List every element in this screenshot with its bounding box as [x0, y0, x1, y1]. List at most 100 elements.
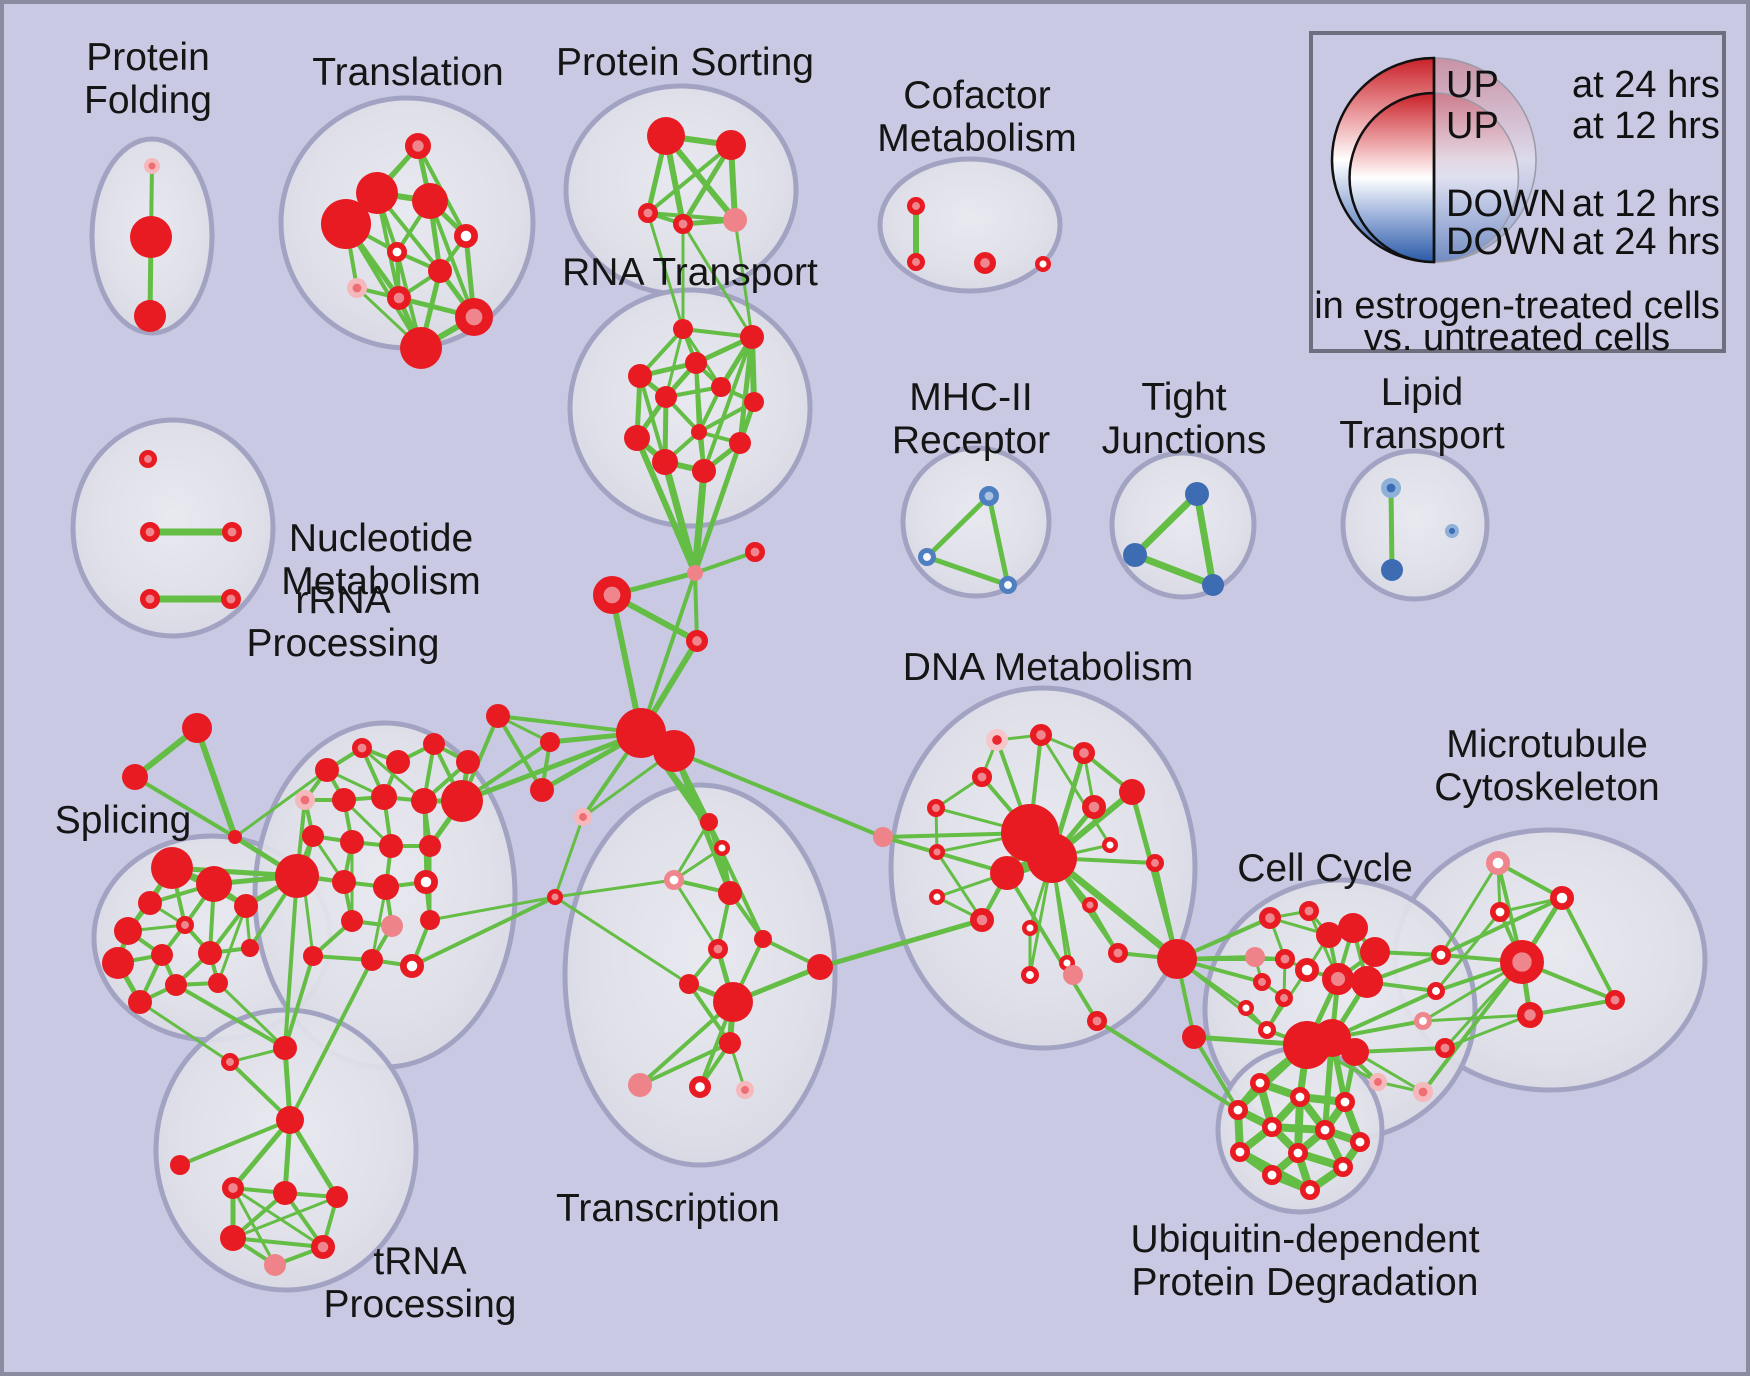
- gene-node: [744, 392, 764, 412]
- gene-node: [386, 285, 411, 310]
- cluster-label-rna-transport: RNA Transport: [562, 251, 818, 294]
- gene-node: [692, 459, 716, 483]
- gene-node: [221, 588, 242, 609]
- gene-node: [1290, 1087, 1311, 1108]
- interaction-edge: [553, 895, 691, 986]
- gene-node: [1299, 900, 1320, 921]
- gene-node: [130, 216, 172, 258]
- gene-node: [134, 300, 166, 332]
- gene-node: [1275, 989, 1294, 1008]
- interaction-edge: [1439, 896, 1564, 957]
- gene-node: [1146, 854, 1165, 873]
- gene-node: [182, 713, 212, 743]
- gene-node: [310, 1234, 335, 1259]
- legend-caption-line2: vs. untreated cells: [1364, 317, 1670, 359]
- gene-node: [1485, 850, 1510, 875]
- gene-node: [170, 1155, 190, 1175]
- gene-node: [687, 565, 703, 581]
- gene-node: [1300, 1180, 1321, 1201]
- gene-node: [1258, 1021, 1277, 1040]
- interaction-edge: [646, 143, 733, 215]
- gene-node: [346, 277, 367, 298]
- gene-node: [1108, 942, 1129, 963]
- gene-node: [647, 117, 685, 155]
- interaction-edge: [691, 467, 708, 577]
- gene-node: [1072, 742, 1095, 765]
- gene-node: [276, 1106, 304, 1134]
- gene-node: [456, 750, 480, 774]
- gene-node: [716, 130, 746, 160]
- gene-node: [234, 894, 258, 918]
- legend-inner-circle-faded-half: [1433, 92, 1520, 263]
- gene-node: [351, 737, 372, 758]
- interaction-edge: [881, 835, 1009, 875]
- gene-node: [196, 866, 232, 902]
- gene-node: [873, 827, 893, 847]
- gene-node: [228, 830, 242, 844]
- gene-node: [294, 789, 315, 810]
- gene-node: [744, 541, 765, 562]
- gene-node: [332, 870, 356, 894]
- gene-node: [540, 732, 560, 752]
- gene-node: [176, 916, 195, 935]
- legend: UP at 24 hrs UP at 12 hrs DOWN at 12 hrs…: [1309, 31, 1726, 359]
- cluster-label-protein-sorting: Protein Sorting: [556, 41, 814, 84]
- interaction-edge: [553, 878, 676, 899]
- gene-node: [637, 203, 658, 224]
- gene-node: [341, 910, 363, 932]
- interaction-edge: [692, 440, 743, 576]
- gene-node: [356, 172, 398, 214]
- gene-node: [222, 521, 243, 542]
- interaction-edge: [702, 335, 754, 473]
- gene-node: [455, 298, 494, 337]
- cluster-label-tight-junctions: Tight Junctions: [1102, 376, 1267, 462]
- interaction-edge: [553, 815, 585, 899]
- interaction-edge: [133, 775, 237, 839]
- gene-node: [399, 953, 424, 978]
- interaction-edge: [216, 904, 248, 985]
- gene-node: [1202, 574, 1224, 596]
- legend-inner-circle-solid-half: [1348, 91, 1436, 264]
- gene-node: [990, 856, 1024, 890]
- gene-node: [1381, 477, 1402, 498]
- gene-node: [102, 947, 134, 979]
- cluster-label-ubiquitin-degradation: Ubiquitin-dependent Protein Degradation: [1130, 1218, 1479, 1304]
- gene-node: [273, 1181, 297, 1205]
- gene-node: [332, 788, 356, 812]
- legend-caption-line1: in estrogen-treated cells: [1314, 285, 1720, 327]
- interaction-edge: [986, 493, 1011, 588]
- nodes-layer: [102, 117, 1626, 1276]
- gene-node: [971, 766, 992, 787]
- interaction-edge: [1421, 960, 1524, 1094]
- gene-node: [1021, 966, 1040, 985]
- cluster-labels-layer: Protein Folding Translation Protein Sorting…: [55, 36, 1660, 1326]
- cluster-nucleotide-metabolism: [70, 417, 276, 639]
- gene-node: [208, 973, 228, 993]
- interaction-edge: [1048, 854, 1181, 963]
- interaction-edge: [672, 749, 885, 839]
- gene-node: [1351, 966, 1383, 998]
- gene-node: [1021, 919, 1038, 936]
- gene-node: [1413, 1082, 1434, 1103]
- interaction-edge: [1005, 871, 1099, 1023]
- interaction-edge: [1496, 861, 1564, 900]
- interaction-edge: [194, 725, 238, 840]
- interaction-edge: [681, 222, 754, 339]
- gene-node: [1063, 965, 1083, 985]
- cluster-label-microtubule-cytoskeleton: Microtubule Cytoskeleton: [1434, 723, 1659, 809]
- gene-node: [1275, 948, 1296, 969]
- gene-node: [114, 917, 142, 945]
- gene-node: [593, 576, 632, 615]
- gene-node: [1253, 973, 1272, 992]
- cluster-cofactor-metabolism: [877, 156, 1063, 294]
- gene-node: [974, 252, 997, 275]
- gene-node: [1029, 724, 1052, 747]
- gene-node: [1444, 524, 1459, 539]
- gene-node: [1123, 543, 1147, 567]
- interaction-edge: [639, 571, 697, 735]
- interaction-edge: [1330, 989, 1438, 1040]
- gene-node: [713, 839, 730, 856]
- interaction-edge: [410, 895, 557, 968]
